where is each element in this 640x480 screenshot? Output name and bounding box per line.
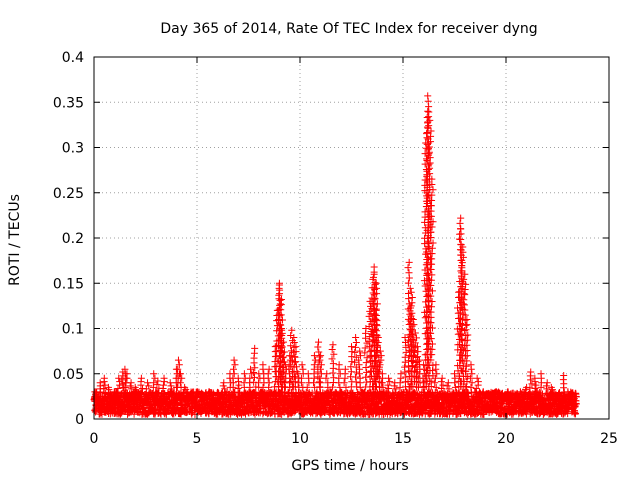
x-tick-label: 25 bbox=[600, 431, 618, 447]
y-tick-label: 0 bbox=[75, 412, 84, 428]
x-tick-label: 20 bbox=[497, 431, 515, 447]
x-tick-label: 15 bbox=[394, 431, 412, 447]
y-tick-label: 0.2 bbox=[62, 231, 84, 247]
y-tick-label: 0.05 bbox=[53, 367, 84, 383]
baseline-point bbox=[130, 410, 138, 418]
y-tick-label: 0.3 bbox=[62, 141, 84, 157]
y-tick-label: 0.25 bbox=[53, 186, 84, 202]
chart-title: Day 365 of 2014, Rate Of TEC Index for r… bbox=[160, 21, 537, 37]
y-tick-label: 0.35 bbox=[53, 95, 84, 111]
y-tick-label: 0.4 bbox=[62, 50, 84, 66]
x-tick-label: 10 bbox=[291, 431, 309, 447]
gridlines bbox=[94, 57, 609, 419]
x-tick-label: 5 bbox=[193, 431, 202, 447]
data-points bbox=[90, 92, 580, 418]
x-axis-label: GPS time / hours bbox=[291, 458, 408, 474]
y-axis-label: ROTI / TECUs bbox=[7, 194, 23, 286]
y-tick-label: 0.15 bbox=[53, 276, 84, 292]
y-tick-label: 0.1 bbox=[62, 322, 84, 338]
baseline-point bbox=[151, 410, 159, 418]
x-tick-label: 0 bbox=[90, 431, 99, 447]
